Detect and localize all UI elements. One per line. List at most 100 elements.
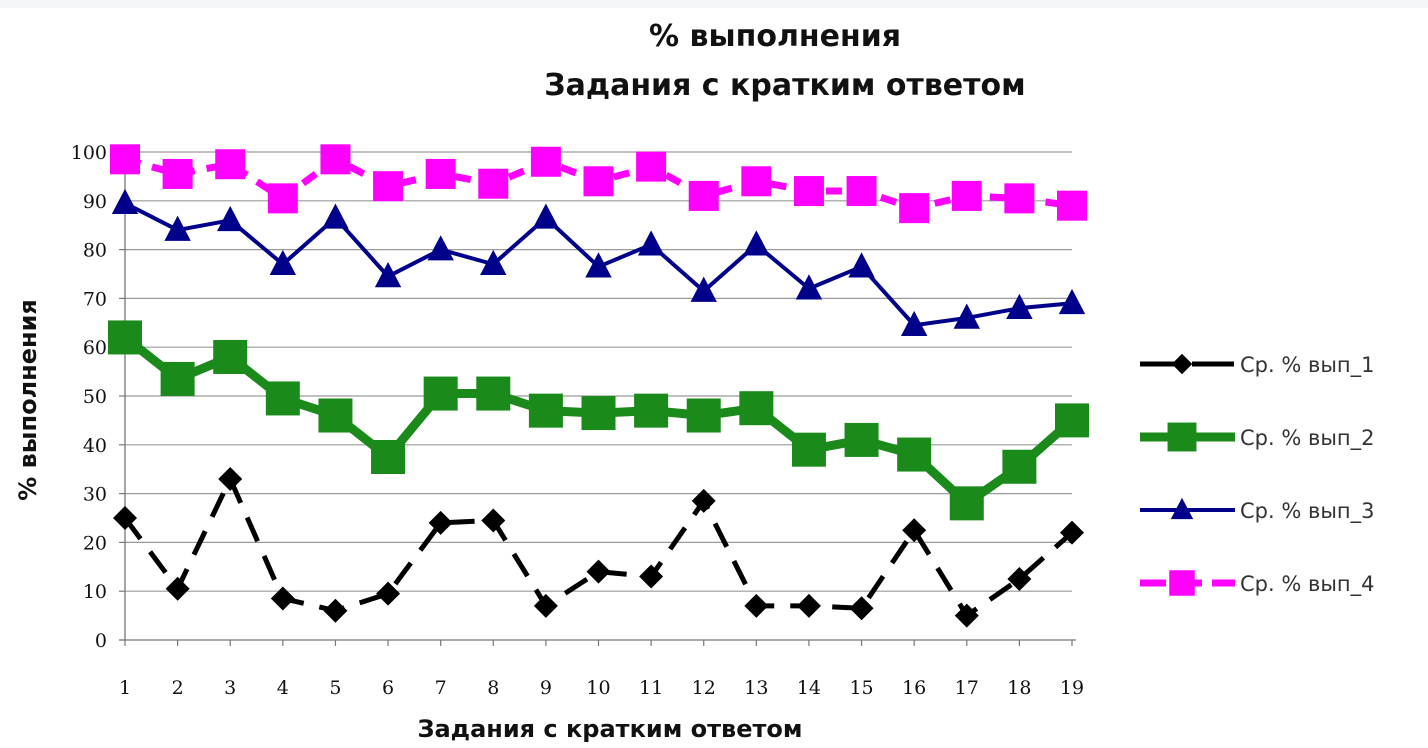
- data-point-triangle: [217, 205, 244, 232]
- data-point-triangle: [585, 252, 612, 278]
- series-1: [113, 466, 1084, 628]
- series-3: [111, 188, 1086, 337]
- x-tick-label: 1: [119, 677, 131, 699]
- data-point-square: [213, 339, 248, 374]
- data-point-diamond: [796, 593, 821, 618]
- x-tick-label: 7: [435, 677, 447, 699]
- data-point-square: [110, 144, 140, 175]
- x-tick-label: 10: [586, 677, 610, 699]
- legend-label: Ср. % вып_4: [1240, 572, 1375, 597]
- y-tick-label: 100: [71, 142, 107, 164]
- legend-item: Ср. % вып_2: [1140, 422, 1375, 452]
- y-tick-label: 90: [83, 191, 107, 213]
- y-tick-label: 30: [83, 484, 107, 506]
- x-tick-label: 3: [224, 677, 236, 699]
- data-point-square: [425, 158, 456, 189]
- data-point-diamond: [849, 596, 874, 621]
- data-point-triangle: [795, 274, 823, 300]
- x-tick-label: 18: [1007, 677, 1031, 699]
- data-point-diamond: [1007, 567, 1032, 591]
- data-point-diamond: [376, 581, 401, 606]
- data-point-square: [160, 361, 195, 396]
- chart-area: % выполнения Задания с кратким ответом З…: [0, 8, 1428, 748]
- data-point-square: [108, 320, 142, 355]
- data-point-square: [951, 180, 982, 211]
- data-point-square: [320, 144, 351, 175]
- y-tick-label: 70: [83, 288, 107, 310]
- line-chart: % выполнения Задания с кратким ответом З…: [14, 19, 1375, 743]
- data-point-square: [1057, 190, 1087, 221]
- y-tick-labels: 0 10 20 30 40 50 60 70 80 90 100: [71, 142, 107, 652]
- data-point-diamond: [586, 559, 611, 584]
- data-point-square: [793, 176, 824, 207]
- x-tick-label: 12: [692, 677, 716, 699]
- x-tick-label: 19: [1060, 677, 1084, 699]
- data-point-triangle: [164, 215, 191, 241]
- data-point-square: [1167, 422, 1197, 452]
- x-tick-label: 6: [382, 677, 394, 699]
- data-point-diamond: [954, 603, 979, 628]
- data-point-square: [949, 486, 984, 521]
- data-point-square: [791, 432, 826, 467]
- data-point-square: [897, 437, 932, 472]
- legend: Ср. % вып_1 Ср. % вып_2 Ср. % вып_3 Ср. % в…: [1140, 353, 1375, 597]
- data-point-square: [741, 166, 772, 197]
- data-point-diamond: [165, 576, 190, 601]
- data-point-square: [1004, 183, 1035, 214]
- x-tick-label: 4: [277, 677, 289, 699]
- y-tick-label: 40: [83, 435, 107, 457]
- y-axis-title: % выполнения: [14, 299, 42, 501]
- data-point-triangle: [1170, 497, 1194, 520]
- y-tick-label: 0: [95, 630, 107, 652]
- data-point-triangle: [427, 235, 454, 261]
- data-point-diamond: [533, 593, 558, 618]
- data-point-triangle: [480, 249, 507, 276]
- data-point-triangle: [743, 230, 770, 256]
- x-tick-labels: 1 2 3 4 5 6 7 8 9 10 11 12 13 14 15 16 17 18 19: [119, 677, 1084, 699]
- x-tick-label: 9: [540, 677, 552, 699]
- series-line: [122, 476, 1074, 619]
- data-point-diamond: [481, 508, 506, 533]
- data-point-triangle: [322, 203, 349, 229]
- data-point-diamond: [902, 518, 927, 543]
- data-point-square: [583, 166, 614, 197]
- data-point-square: [530, 146, 561, 177]
- data-point-square: [636, 151, 667, 182]
- data-point-diamond: [1060, 520, 1084, 545]
- data-point-square: [634, 393, 669, 428]
- x-tick-label: 15: [849, 677, 873, 699]
- data-point-diamond: [744, 593, 769, 618]
- y-tick-label: 60: [83, 337, 107, 359]
- data-point-diamond: [323, 598, 348, 623]
- data-point-diamond: [1171, 353, 1193, 375]
- data-point-square: [373, 171, 404, 202]
- data-point-square: [478, 168, 509, 199]
- data-point-diamond: [691, 488, 716, 513]
- x-tick-label: 13: [744, 677, 768, 699]
- data-point-square: [739, 391, 774, 426]
- x-tick-label: 17: [955, 677, 979, 699]
- data-point-square: [1055, 403, 1089, 438]
- chart-title: % выполнения: [649, 19, 901, 54]
- chart-subtitle: Задания с кратким ответом: [544, 68, 1025, 103]
- data-point-square: [688, 180, 719, 211]
- data-point-triangle: [690, 276, 717, 302]
- legend-label: Ср. % вып_3: [1240, 499, 1375, 524]
- data-point-square: [1169, 570, 1195, 596]
- x-tick-label: 14: [797, 677, 821, 699]
- x-tick-label: 2: [172, 677, 184, 699]
- legend-item: Ср. % вып_3: [1140, 497, 1375, 524]
- x-tick-label: 8: [487, 677, 499, 699]
- x-tick-label: 16: [902, 677, 926, 699]
- data-point-square: [476, 376, 511, 411]
- axes: [119, 148, 1076, 646]
- data-point-square: [846, 176, 877, 207]
- gridlines: [125, 151, 1072, 592]
- y-tick-label: 20: [83, 532, 107, 554]
- data-point-square: [267, 183, 298, 214]
- series-4: [110, 144, 1087, 224]
- plot-series: [108, 144, 1089, 628]
- legend-item: Ср. % вып_1: [1140, 353, 1375, 378]
- data-point-square: [581, 396, 616, 431]
- data-point-diamond: [218, 466, 243, 491]
